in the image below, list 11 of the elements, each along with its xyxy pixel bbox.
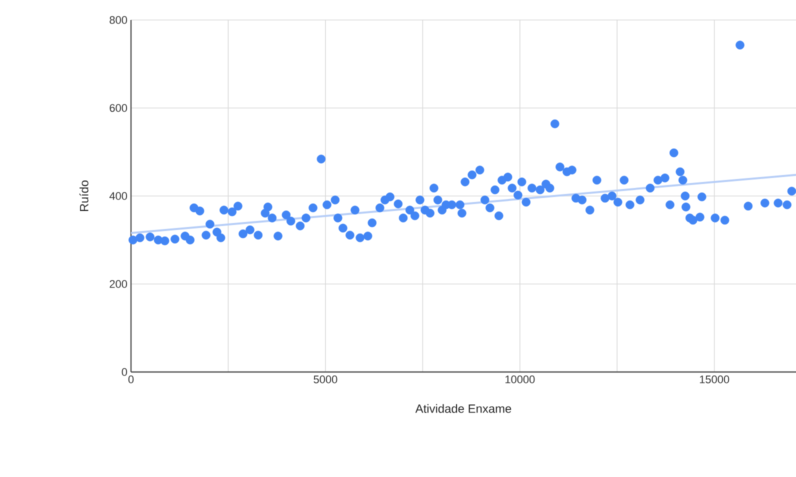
y-tick-label: 600 — [110, 104, 128, 112]
y-tick-label: 800 — [110, 16, 128, 24]
y-tick-label: 200 — [110, 280, 128, 288]
x-tick-label: 10000 — [505, 376, 535, 384]
x-tick-label: 15000 — [700, 376, 730, 384]
y-tick-label: 0 — [122, 368, 128, 376]
y-axis-title: Ruído — [79, 180, 88, 211]
x-axis-title: Atividade Enxame — [415, 404, 512, 413]
x-tick-label: 0 — [128, 376, 134, 384]
y-tick-label: 400 — [109, 192, 128, 200]
x-tick-label: 5000 — [314, 376, 338, 384]
